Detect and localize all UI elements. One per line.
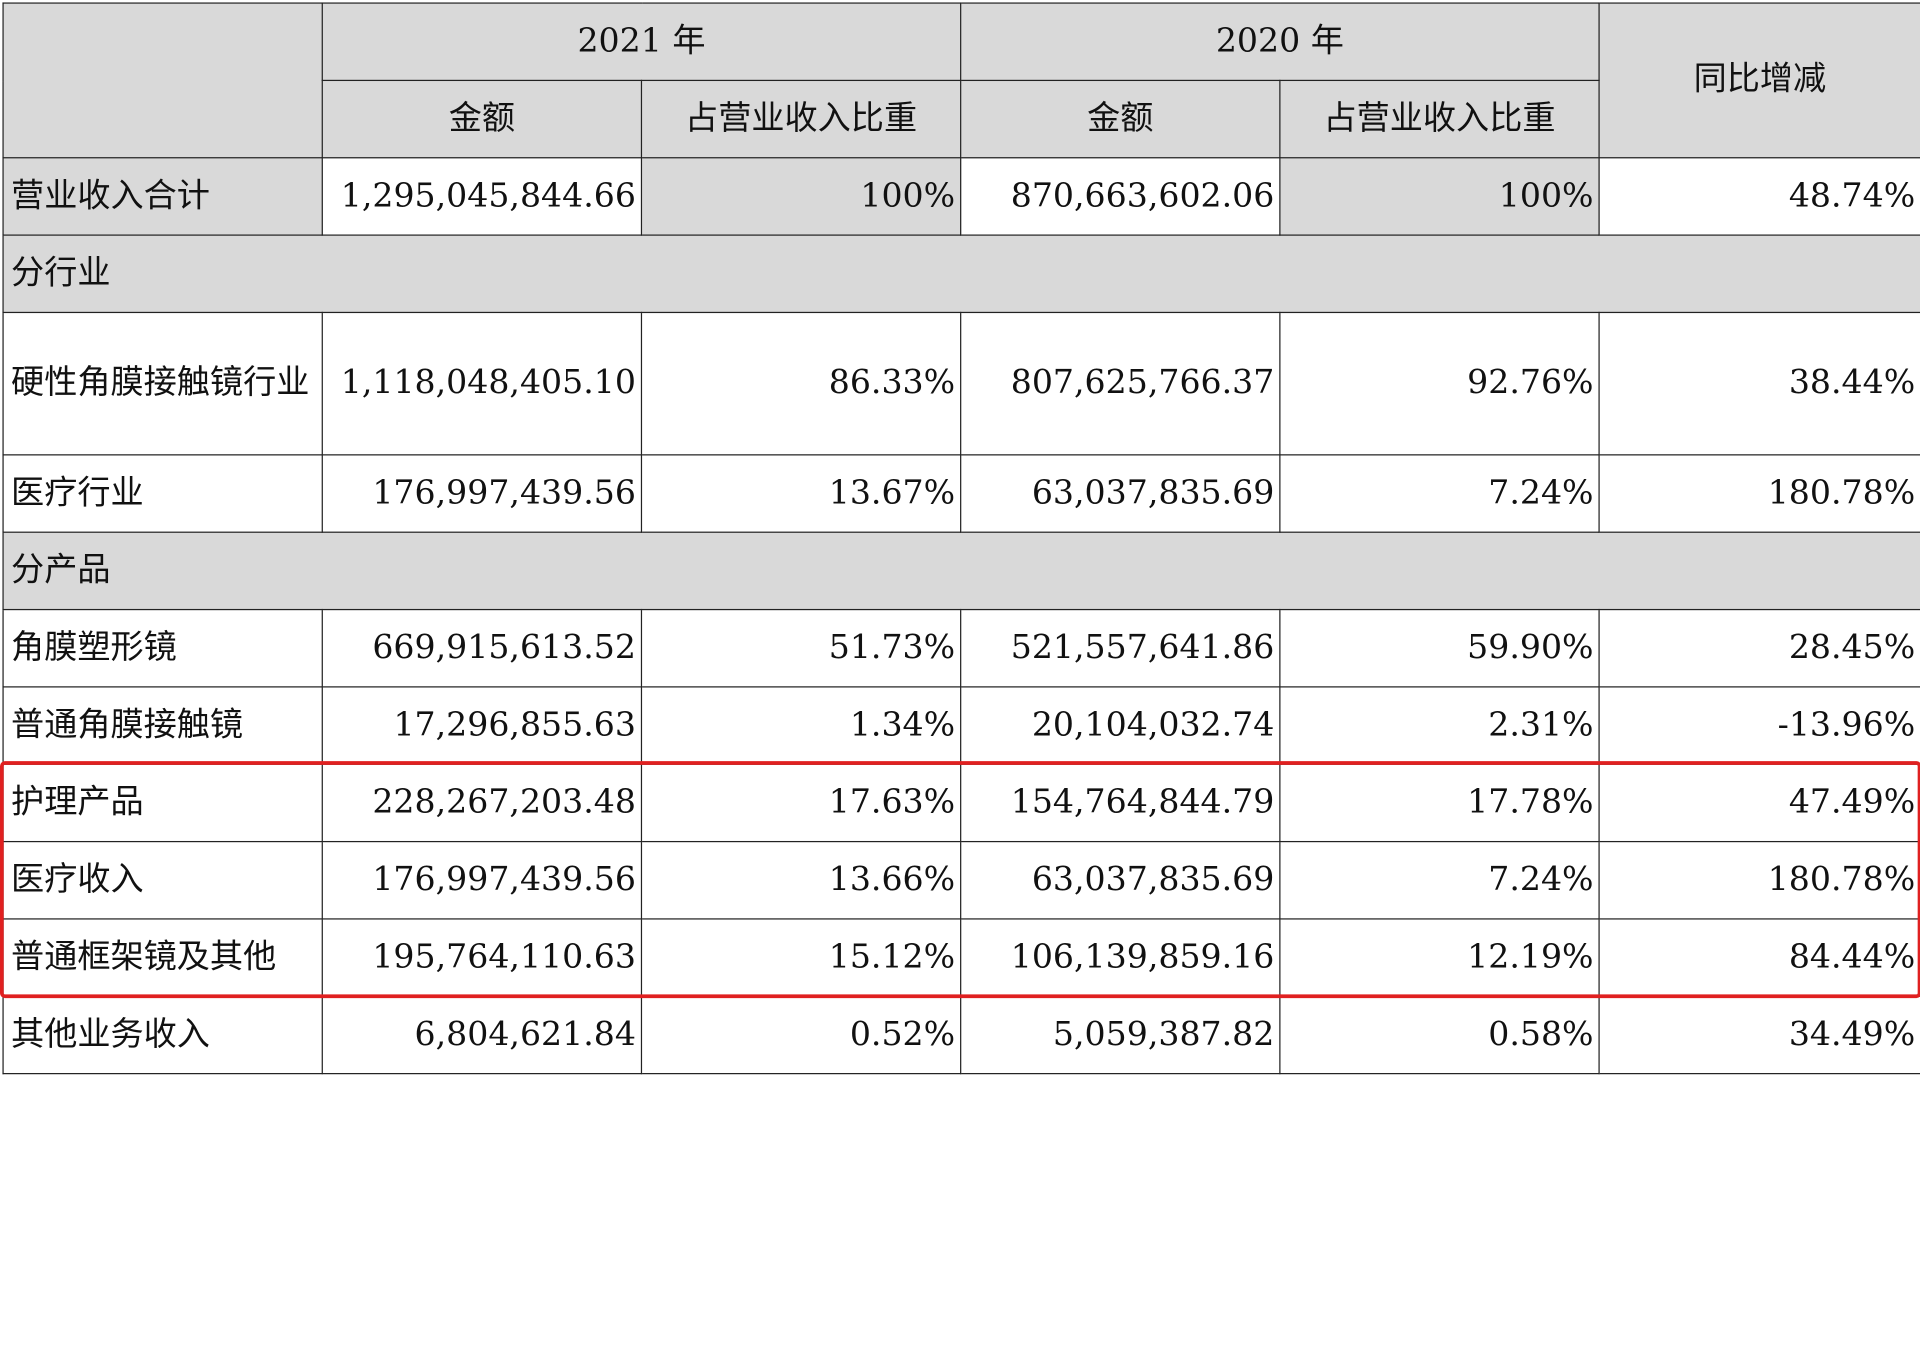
amount-2021: 176,997,439.56 [321, 454, 643, 533]
row-label: 护理产品 [2, 763, 323, 843]
header-amount-2020: 金额 [960, 79, 1281, 159]
amount-2020: 106,139,859.16 [960, 918, 1281, 997]
amount-2021: 6,804,621.84 [321, 995, 643, 1075]
amount-2021: 669,915,613.52 [321, 608, 643, 688]
share-2020: 92.76% [1279, 311, 1600, 456]
row-label: 医疗行业 [2, 454, 323, 533]
amount-2021: 228,267,203.48 [321, 763, 643, 843]
header-amount-2021: 金额 [321, 79, 643, 159]
row-care-products: 护理产品 228,267,203.48 17.63% 154,764,844.7… [2, 763, 1920, 843]
header-row-metrics: 金额 占营业收入比重 金额 占营业收入比重 [3, 79, 1920, 159]
row-medical-industry: 医疗行业 176,997,439.56 13.67% 63,037,835.69… [2, 454, 1920, 533]
amount-2020: 154,764,844.79 [960, 763, 1281, 843]
yoy-change: 84.44% [1598, 918, 1920, 997]
share-2021: 0.52% [640, 995, 962, 1075]
share-2020: 0.58% [1279, 995, 1600, 1075]
share-2020: 7.24% [1279, 840, 1600, 920]
section-row-product: 分产品 [2, 531, 1920, 611]
header-row-years: 2021 年 2020 年 同比增减 [2, 2, 1920, 159]
share-2021: 1.34% [640, 686, 962, 765]
yoy-change: 180.78% [1598, 840, 1920, 920]
row-regular-lens: 普通角膜接触镜 17,296,855.63 1.34% 20,104,032.7… [2, 686, 1920, 765]
amount-2020: 20,104,032.74 [960, 686, 1281, 765]
yoy-change: -13.96% [1598, 686, 1920, 765]
share-2020: 2.31% [1279, 686, 1600, 765]
section-row-industry: 分行业 [2, 234, 1920, 314]
row-medical-income: 医疗收入 176,997,439.56 13.66% 63,037,835.69… [2, 840, 1920, 920]
yoy-change: 34.49% [1598, 995, 1920, 1075]
amount-2020: 807,625,766.37 [960, 311, 1281, 456]
share-2021: 86.33% [640, 311, 962, 456]
section-label: 分产品 [2, 531, 1920, 611]
yoy-change: 47.49% [1598, 763, 1920, 843]
share-2020: 12.19% [1279, 918, 1600, 997]
amount-2021: 195,764,110.63 [321, 918, 643, 997]
header-2021: 2021 年 [321, 2, 962, 82]
amount-2020: 870,663,602.06 [960, 157, 1281, 236]
revenue-table: 2021 年 2020 年 同比增减 金额 占营业收入比重 金额 占营业收入比重… [2, 2, 1920, 1075]
row-label: 普通角膜接触镜 [2, 686, 323, 765]
header-2020: 2020 年 [960, 2, 1600, 82]
row-label: 其他业务收入 [2, 995, 323, 1075]
amount-2020: 63,037,835.69 [960, 840, 1281, 920]
yoy-change: 28.45% [1598, 608, 1920, 688]
header-share-2020: 占营业收入比重 [1279, 79, 1600, 159]
amount-2020: 5,059,387.82 [960, 995, 1281, 1075]
row-other-business: 其他业务收入 6,804,621.84 0.52% 5,059,387.82 0… [2, 995, 1920, 1075]
amount-2021: 176,997,439.56 [321, 840, 643, 920]
share-2021: 17.63% [640, 763, 962, 843]
row-frame-glasses: 普通框架镜及其他 195,764,110.63 15.12% 106,139,8… [2, 918, 1920, 997]
amount-2021: 1,118,048,405.10 [321, 311, 643, 456]
header-share-2021: 占营业收入比重 [640, 79, 962, 159]
yoy-change: 180.78% [1598, 454, 1920, 533]
row-hard-lens: 硬性角膜接触镜行业 1,118,048,405.10 86.33% 807,62… [2, 311, 1920, 456]
share-2020: 59.90% [1279, 608, 1600, 688]
row-label: 角膜塑形镜 [2, 608, 323, 688]
share-2021: 100% [640, 157, 962, 236]
row-label: 硬性角膜接触镜行业 [2, 311, 323, 456]
amount-2020: 63,037,835.69 [960, 454, 1281, 533]
amount-2021: 1,295,045,844.66 [321, 157, 643, 236]
share-2020: 17.78% [1279, 763, 1600, 843]
yoy-change: 38.44% [1598, 311, 1920, 456]
amount-2021: 17,296,855.63 [321, 686, 643, 765]
header-blank-cell [2, 2, 323, 159]
row-label: 普通框架镜及其他 [2, 918, 323, 997]
row-ortho-k: 角膜塑形镜 669,915,613.52 51.73% 521,557,641.… [2, 608, 1920, 688]
header-yoy: 同比增减 [1598, 2, 1920, 159]
share-2021: 15.12% [640, 918, 962, 997]
share-2021: 13.67% [640, 454, 962, 533]
row-label: 医疗收入 [2, 840, 323, 920]
row-total: 营业收入合计 1,295,045,844.66 100% 870,663,602… [2, 157, 1920, 236]
section-label: 分行业 [2, 234, 1920, 314]
share-2021: 51.73% [640, 608, 962, 688]
share-2020: 7.24% [1279, 454, 1600, 533]
amount-2020: 521,557,641.86 [960, 608, 1281, 688]
share-2020: 100% [1279, 157, 1600, 236]
share-2021: 13.66% [640, 840, 962, 920]
yoy-change: 48.74% [1598, 157, 1920, 236]
row-label: 营业收入合计 [2, 157, 323, 236]
